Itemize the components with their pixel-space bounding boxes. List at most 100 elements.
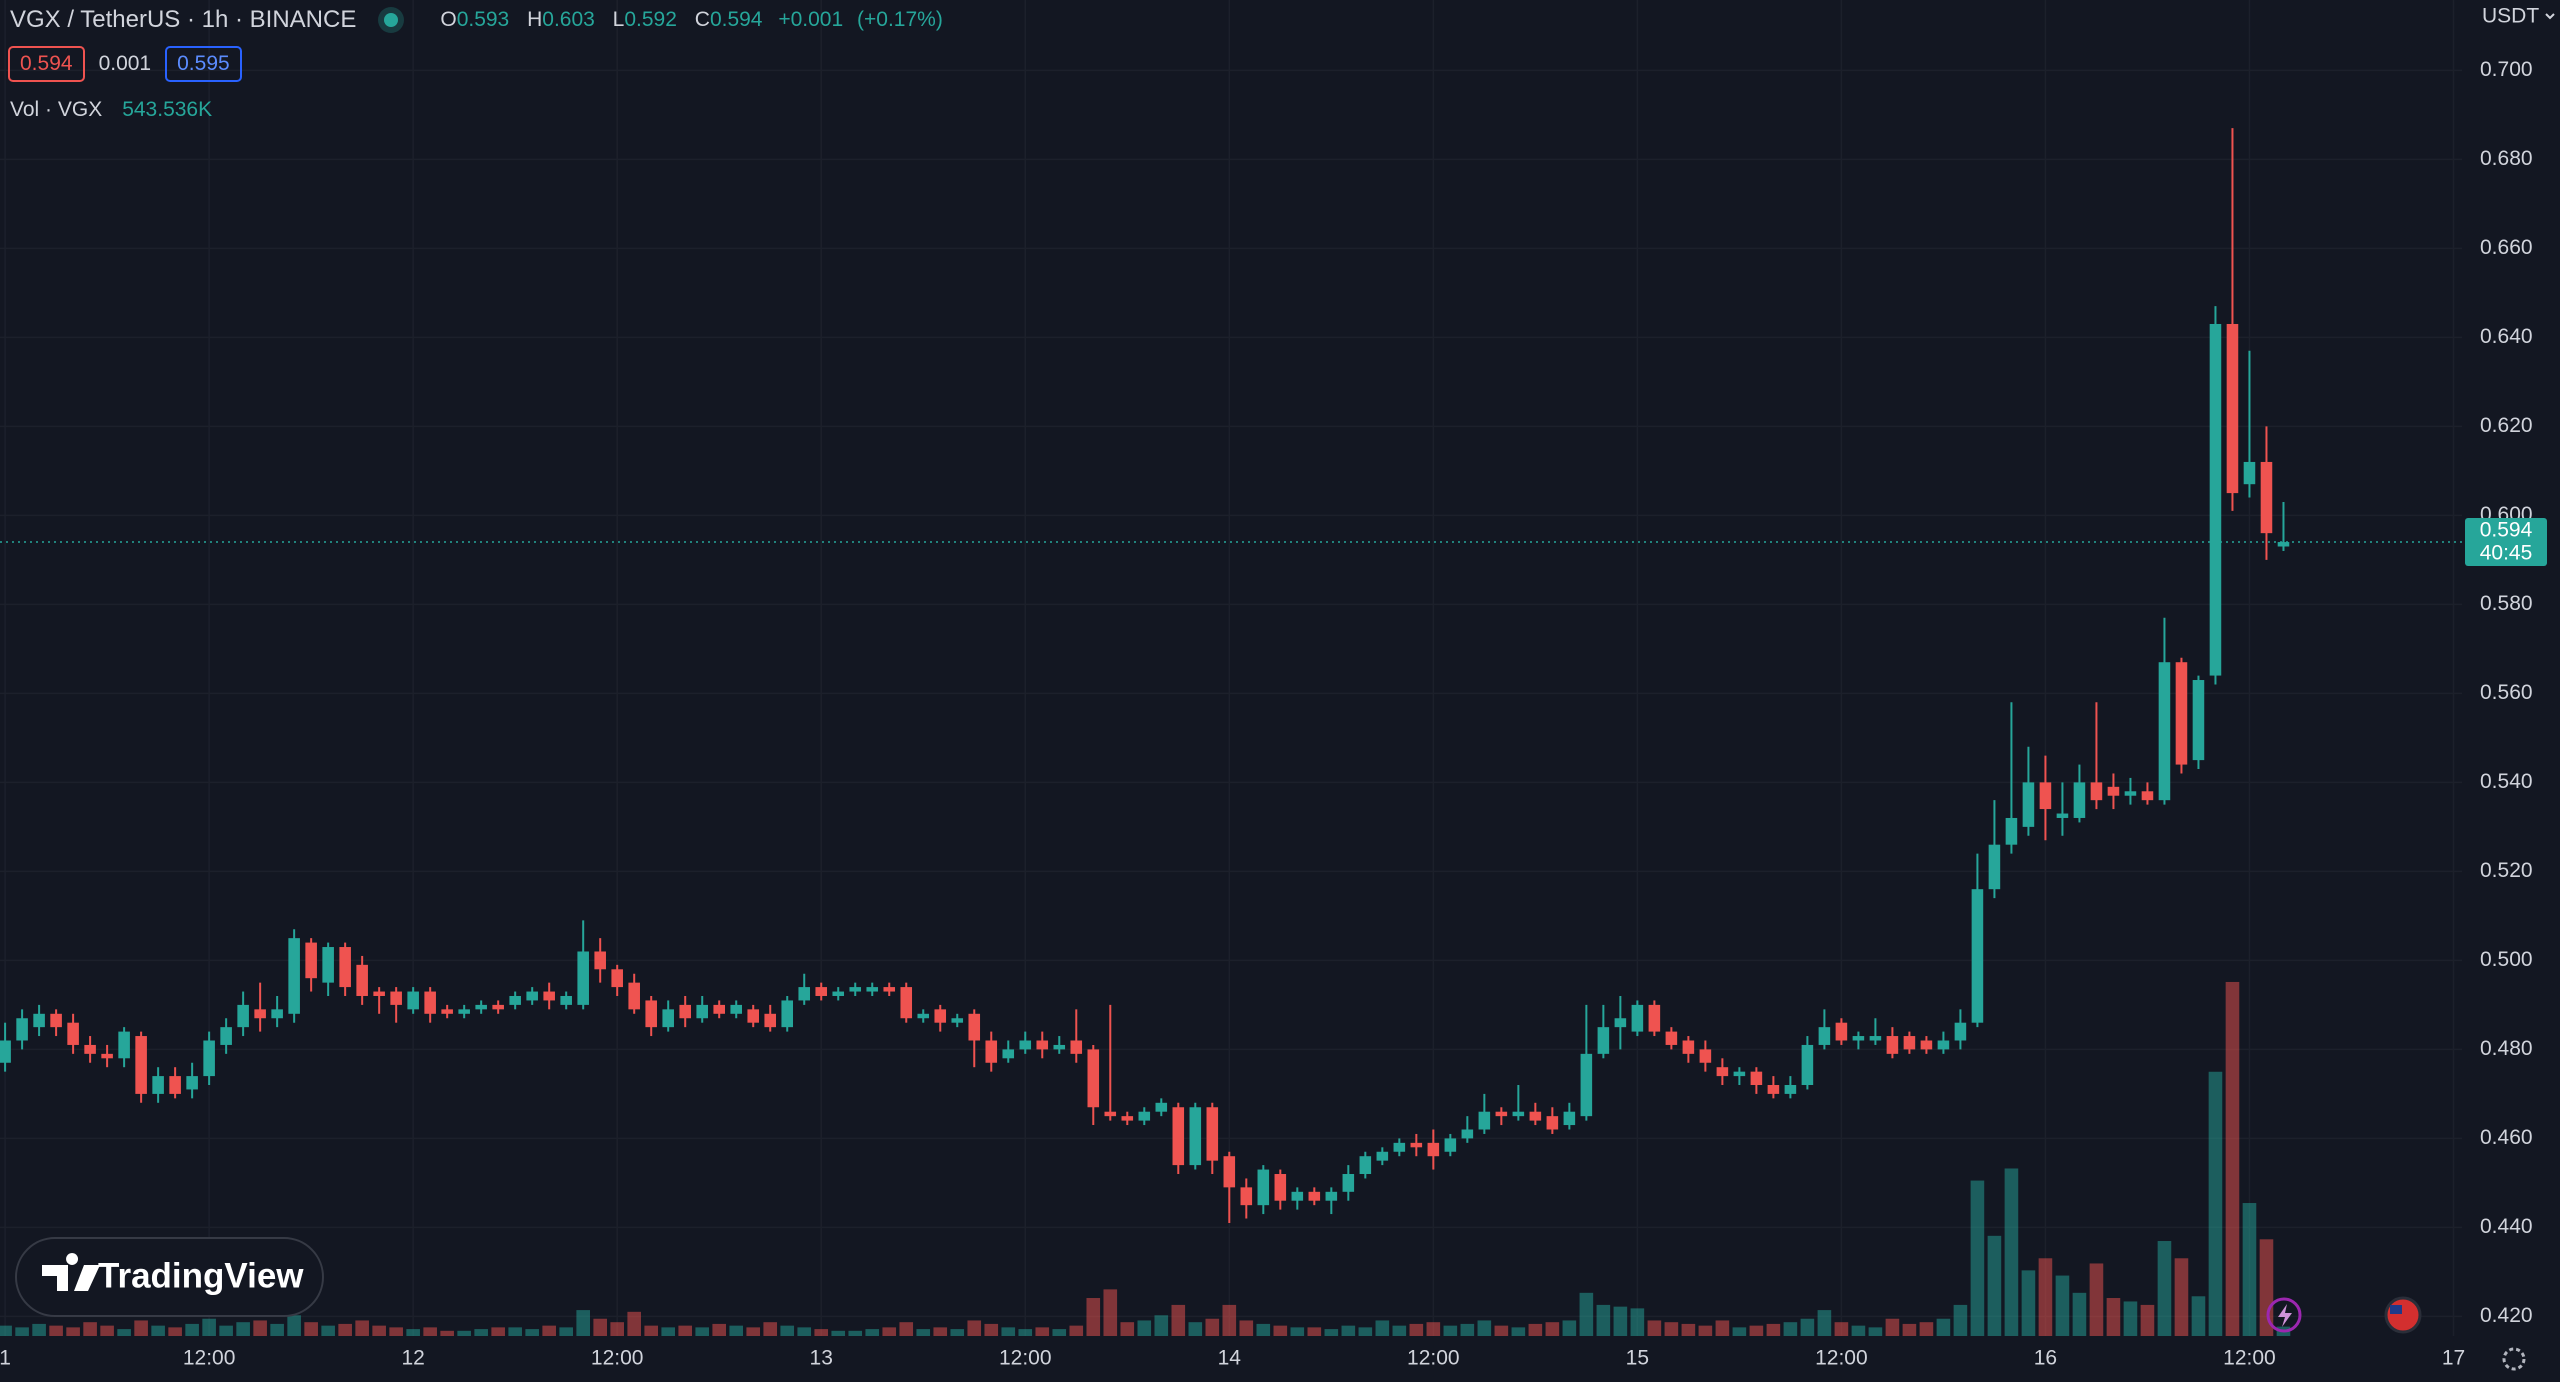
volume-bar — [1664, 1322, 1679, 1336]
volume-bar — [440, 1330, 454, 1336]
volume-bar — [1647, 1320, 1662, 1336]
volume-bar — [831, 1330, 846, 1336]
ohlc-open: 0.593 — [456, 8, 510, 31]
volume-bar — [593, 1318, 607, 1336]
candle-body — [1835, 1022, 1848, 1041]
currency-chevron[interactable] — [2545, 13, 2555, 20]
volume-bar — [1715, 1320, 1730, 1336]
x-tick-label: 12:00 — [1407, 1347, 1460, 1370]
candle-body — [1580, 1053, 1593, 1117]
volume-bar — [1273, 1325, 1288, 1336]
volume-bar — [1171, 1304, 1186, 1336]
candle-body — [2141, 791, 2154, 801]
candle-body — [1155, 1102, 1168, 1112]
volume-bar — [304, 1322, 318, 1336]
volume-bar — [1579, 1292, 1594, 1336]
flag-icon[interactable] — [2384, 1296, 2422, 1334]
volume-bar — [1987, 1235, 2002, 1336]
flag-canton — [2390, 1305, 2402, 1314]
volume-bar — [389, 1327, 403, 1336]
volume-bar — [1868, 1327, 1883, 1336]
volume-bar — [1477, 1320, 1492, 1336]
volume-bar — [219, 1325, 233, 1336]
watermark: TradingView — [15, 1237, 324, 1317]
candle-body — [883, 987, 896, 992]
volume-bar — [1902, 1323, 1917, 1336]
volume-bar — [967, 1320, 982, 1336]
candle-body — [1614, 1018, 1627, 1028]
volume-bar — [168, 1327, 182, 1336]
volume-bar — [746, 1327, 761, 1336]
volume-bar — [236, 1322, 250, 1336]
candle-body — [1104, 1111, 1117, 1117]
candle-body — [1869, 1036, 1882, 1041]
market-status[interactable] — [384, 13, 399, 27]
candle-body — [458, 1009, 470, 1014]
volume-bar — [1188, 1322, 1203, 1336]
volume-bar — [287, 1315, 301, 1336]
candle-body — [781, 1000, 794, 1028]
volume-bar — [270, 1323, 284, 1336]
x-tick-label: 16 — [2034, 1347, 2057, 1370]
bid-button[interactable]: 0.594 — [8, 46, 85, 82]
volume-bar — [2038, 1258, 2053, 1336]
ohlc-label: L — [612, 8, 625, 31]
volume-bar — [1052, 1329, 1067, 1336]
candle-body — [611, 969, 623, 988]
candle-body — [1359, 1156, 1372, 1175]
candle-body — [373, 991, 385, 996]
candle-body — [2005, 817, 2018, 845]
lightning-icon[interactable] — [2266, 1297, 2302, 1333]
volume-bar — [1528, 1323, 1543, 1336]
volume-bar — [2259, 1239, 2274, 1336]
candle-body — [1342, 1174, 1355, 1192]
y-tick-label: 0.520 — [2480, 859, 2533, 882]
candle-body — [475, 1004, 487, 1010]
y-tick-label: 0.700 — [2480, 58, 2533, 81]
candle-body — [747, 1009, 760, 1023]
settings-icon[interactable] — [2502, 1347, 2526, 1371]
candle-body — [1648, 1004, 1661, 1032]
ohlc-low: 0.592 — [624, 8, 677, 31]
y-tick-label: 0.640 — [2480, 325, 2533, 348]
volume-bar — [1851, 1325, 1866, 1336]
volume-bar — [644, 1325, 659, 1336]
candle-body — [1172, 1107, 1185, 1166]
candle-body — [832, 991, 845, 996]
candle-body — [407, 991, 419, 1010]
candle-body — [1240, 1187, 1253, 1206]
candle-body — [254, 1009, 266, 1019]
ohlc-label: H — [527, 8, 543, 31]
candle-body — [985, 1040, 998, 1063]
candle-body — [203, 1040, 215, 1077]
volume-bar — [1069, 1325, 1084, 1336]
x-tick-label: 12:00 — [591, 1347, 644, 1370]
price-badge-label: 0.594 — [2480, 519, 2533, 542]
candle-body — [2260, 461, 2273, 534]
symbol-title[interactable]: VGX / TetherUS · 1h · BINANCE — [10, 6, 357, 33]
volume-bar — [1681, 1323, 1696, 1336]
grid — [0, 0, 2462, 1336]
volume-bar — [117, 1329, 131, 1336]
x-tick-label: 12:00 — [183, 1347, 236, 1370]
candle-body — [1988, 844, 2001, 890]
candle-body — [594, 951, 606, 970]
ask-button[interactable]: 0.595 — [165, 46, 242, 82]
volume-bar — [1341, 1325, 1356, 1336]
volume-bar — [355, 1320, 369, 1336]
volume-bar — [1936, 1318, 1951, 1336]
volume-bar — [1256, 1323, 1271, 1336]
x-tick-label: 15 — [1626, 1347, 1649, 1370]
volume-bar — [1307, 1327, 1322, 1336]
volume-bar — [185, 1323, 199, 1336]
volume-bar — [1460, 1323, 1475, 1336]
candle-body — [1852, 1036, 1865, 1041]
ohlc-legend: O0.593 H0.603 L0.592 C0.594 +0.001 (+0.1… — [428, 8, 942, 32]
candle-body — [2039, 782, 2052, 810]
volume-bar — [763, 1322, 778, 1336]
volume-bar — [797, 1327, 812, 1336]
volume-bar — [1698, 1325, 1713, 1336]
watermark-text: TradingView — [98, 1256, 304, 1295]
candle-body — [1767, 1084, 1780, 1094]
watermark-box — [15, 1237, 324, 1317]
